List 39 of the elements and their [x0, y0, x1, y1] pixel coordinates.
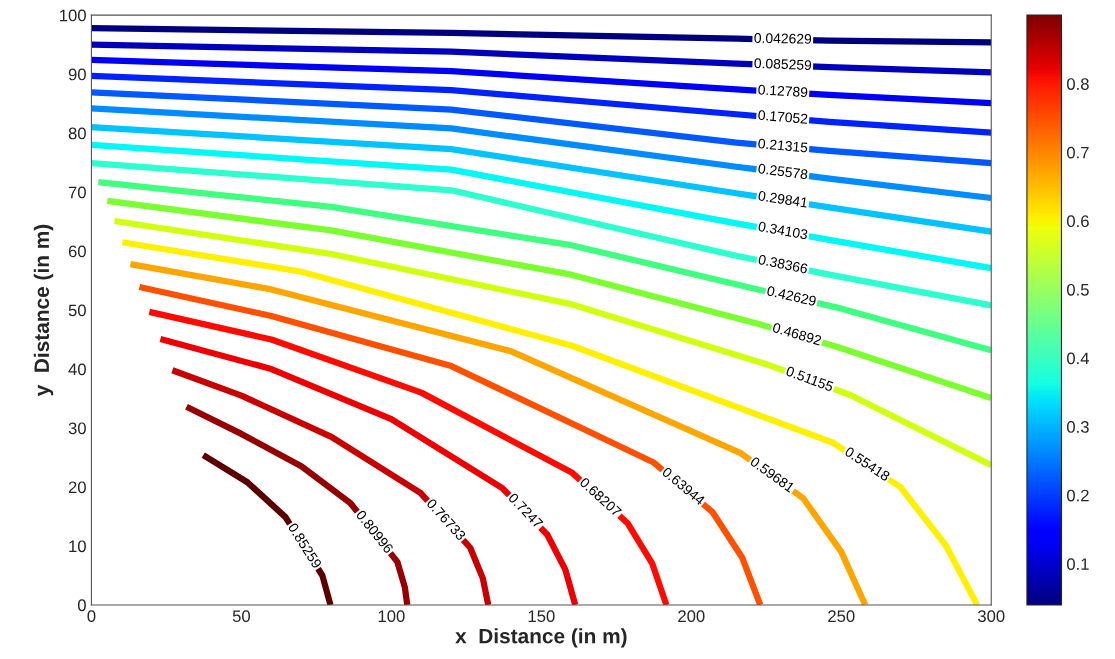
color-bar-label: 0.6 — [1066, 215, 1089, 228]
y-tick-label: 20 — [68, 481, 86, 494]
x-tick-label: 250 — [828, 610, 855, 623]
color-bar-label: 0.1 — [1066, 558, 1089, 571]
text: 0.42629 — [766, 285, 817, 307]
x-tick-label: 150 — [528, 610, 555, 623]
y-tick-label: 70 — [68, 186, 86, 199]
text: 0.21315 — [757, 138, 808, 153]
text: 0.34103 — [757, 221, 808, 240]
text: 0.38366 — [757, 254, 808, 274]
x-tick-label: 300 — [977, 610, 1005, 623]
color-bar-label: 0.4 — [1066, 352, 1090, 365]
color-bar-label: 0.2 — [1066, 489, 1089, 502]
series-label: 0.085259 — [754, 58, 812, 71]
text: 0.29841 — [757, 190, 808, 208]
x-tick-label: 0 — [87, 610, 96, 623]
x-tick-label: 200 — [678, 610, 705, 623]
text: 0.25578 — [757, 163, 808, 180]
y-axis-title: y Distance (in m) — [33, 224, 54, 397]
series-label: 0.17052 — [758, 109, 808, 124]
y-tick-label: 80 — [68, 127, 86, 140]
y-tick-label: 60 — [68, 245, 86, 258]
y-tick-label: 90 — [68, 68, 86, 81]
y-tick-label: 0 — [77, 599, 86, 612]
series-label: 0.042629 — [754, 32, 812, 44]
color-bar-label: 0.3 — [1066, 421, 1089, 433]
x-tick-label: 100 — [378, 610, 405, 623]
y-tick-label: 100 — [60, 9, 86, 22]
color-bar-label: 0.5 — [1066, 283, 1089, 296]
y-tick-label: 40 — [68, 363, 86, 376]
color-bar-label: 0.7 — [1066, 146, 1089, 159]
series-label: 0.12789 — [758, 84, 808, 98]
y-tick-label: 30 — [68, 422, 86, 435]
text: 0.46892 — [772, 322, 822, 346]
color-bar-label: 0.8 — [1066, 78, 1089, 90]
x-tick-label: 50 — [232, 610, 251, 623]
y-tick-label: 50 — [68, 304, 86, 317]
y-tick-label: 10 — [69, 540, 86, 553]
x-axis-title: x Distance (in m) — [455, 628, 627, 648]
